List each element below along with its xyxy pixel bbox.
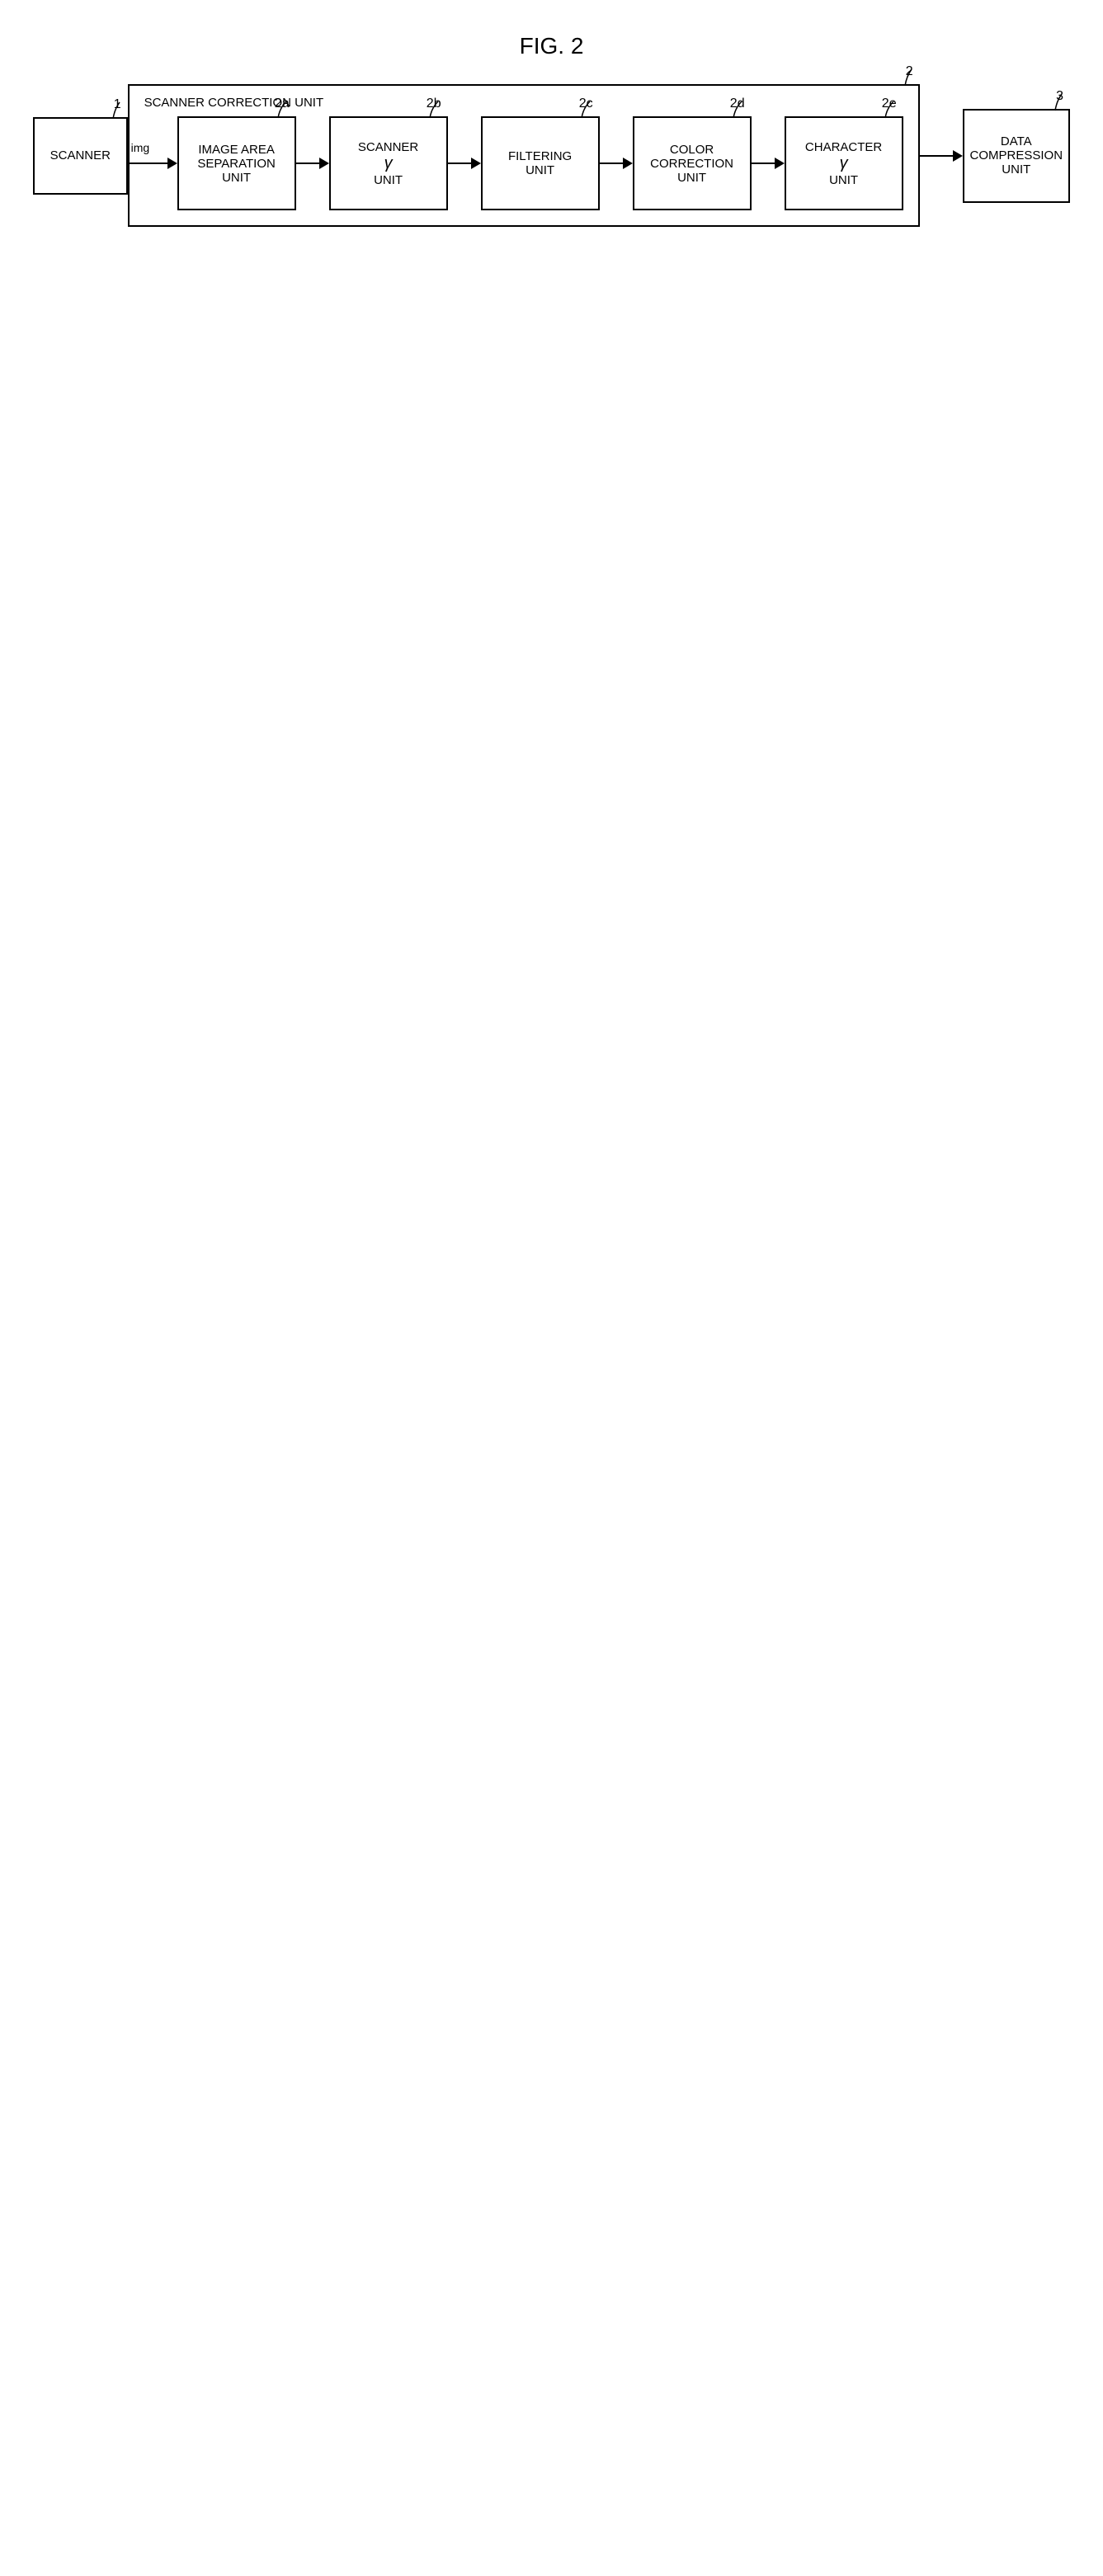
- scanner-gamma-line1: SCANNER: [358, 140, 418, 154]
- filtering-line1: FILTERING: [508, 149, 572, 163]
- arrow-2a-2b: [296, 158, 329, 169]
- scanner-label: SCANNER: [50, 148, 111, 162]
- diagram-root: 1 SCANNER 2 SCANNER CORRECTION UNIT img …: [33, 84, 1070, 227]
- scanner-block: 1 SCANNER: [33, 117, 128, 195]
- ref-2d: 2d: [730, 97, 745, 111]
- data-compression-line3: UNIT: [1002, 162, 1030, 177]
- character-gamma-line1: CHARACTER: [805, 140, 882, 154]
- scanner-correction-unit-container: 2 SCANNER CORRECTION UNIT img 2a IMAGE A…: [128, 84, 920, 227]
- scanner-gamma-unit-block: 2b SCANNER γ UNIT: [329, 116, 448, 210]
- filtering-line2: UNIT: [526, 163, 554, 177]
- container-title: SCANNER CORRECTION UNIT: [144, 96, 903, 110]
- data-compression-unit-block: 3 DATA COMPRESSION UNIT: [963, 109, 1070, 203]
- color-correction-line1: COLOR: [670, 143, 714, 157]
- ref-2c: 2c: [579, 97, 593, 111]
- ref-3: 3: [1056, 89, 1063, 104]
- color-correction-line3: UNIT: [677, 171, 706, 185]
- ref-2a: 2a: [275, 97, 290, 111]
- character-gamma-line3: UNIT: [829, 173, 858, 187]
- arrow-2c-2d: [600, 158, 633, 169]
- image-area-line1: IMAGE AREA: [198, 143, 275, 157]
- color-correction-line2: CORRECTION: [650, 157, 733, 171]
- data-compression-line1: DATA: [1001, 134, 1032, 148]
- character-gamma-unit-block: 2e CHARACTER γ UNIT: [785, 116, 903, 210]
- character-gamma-line2: γ: [840, 154, 848, 173]
- container-ref: 2: [906, 64, 913, 79]
- image-area-separation-unit-block: 2a IMAGE AREA SEPARATION UNIT: [177, 116, 296, 210]
- arrow-2d-2e: [752, 158, 785, 169]
- filtering-unit-block: 2c FILTERING UNIT: [481, 116, 600, 210]
- image-area-line3: UNIT: [222, 171, 251, 185]
- ref-2b: 2b: [427, 97, 441, 111]
- arrow-container-datacompression: [920, 150, 963, 162]
- figure-title: FIG. 2: [33, 33, 1070, 59]
- arrow-scanner-imagearea: img: [128, 158, 177, 169]
- image-area-line2: SEPARATION: [197, 157, 275, 171]
- color-correction-unit-block: 2d COLOR CORRECTION UNIT: [633, 116, 752, 210]
- ref-2e: 2e: [882, 97, 897, 111]
- inner-row: img 2a IMAGE AREA SEPARATION UNIT: [144, 116, 903, 210]
- scanner-gamma-line3: UNIT: [374, 173, 403, 187]
- data-compression-line2: COMPRESSION: [970, 148, 1063, 162]
- img-signal-label: img: [131, 141, 150, 154]
- arrow-2b-2c: [448, 158, 481, 169]
- scanner-gamma-line2: γ: [384, 154, 393, 173]
- scanner-ref: 1: [114, 97, 121, 112]
